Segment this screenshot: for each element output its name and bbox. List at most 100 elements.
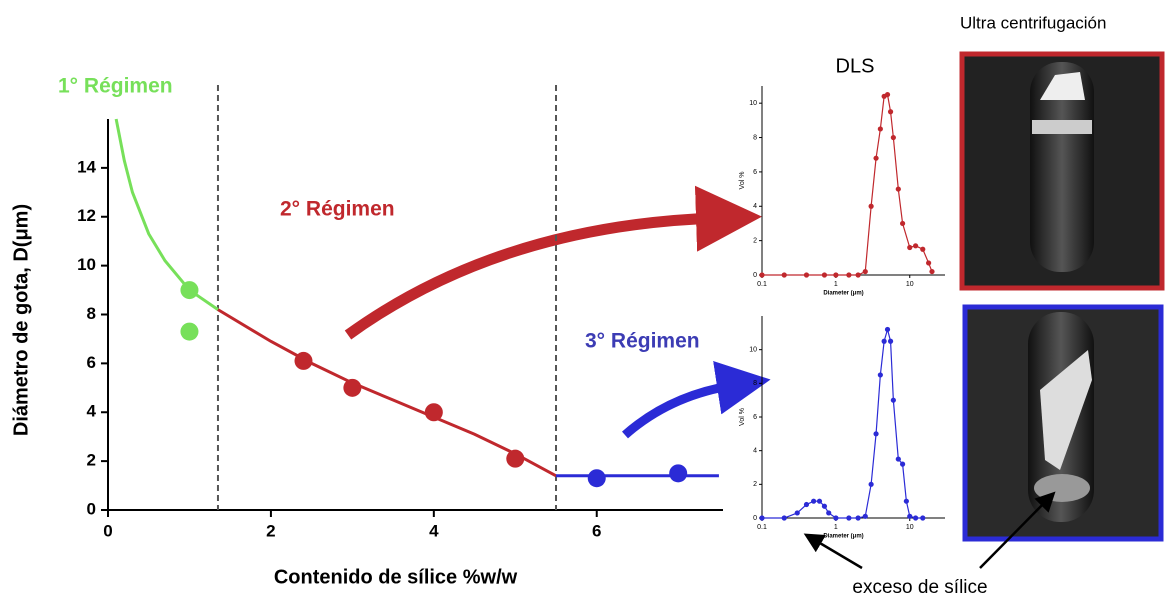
point [878,126,883,131]
point [180,281,198,299]
point [913,243,918,248]
point [846,272,851,277]
y-tick-label: 8 [753,380,757,387]
point [588,469,606,487]
y-axis-label: Vol % [739,408,746,426]
x-tick-label: 10 [906,281,914,288]
point [869,482,874,487]
regime-label: 3° Régimen [585,330,700,353]
fit-curve [116,119,218,310]
point [822,272,827,277]
point [926,260,931,265]
point [506,450,524,468]
y-axis-label: Vol % [739,172,746,190]
arrow-red [348,218,718,335]
y-tick-label: 2 [753,481,757,488]
y-tick-label: 10 [77,255,96,274]
regime-label: 2° Régimen [280,198,395,221]
x-tick-label: 1 [834,524,838,531]
x-tick-label: 0 [103,521,112,540]
point [856,272,861,277]
point [782,272,787,277]
x-tick-label: 10 [906,524,914,531]
point [759,515,764,520]
distribution-line [762,95,932,275]
point [425,403,443,421]
y-axis-label: Diámetro de gota, D(μm) [10,204,32,436]
x-axis-label: Contenido de sílice %w/w [274,566,518,588]
point [817,499,822,504]
y-tick-label: 4 [753,203,757,210]
point [888,109,893,114]
y-tick-label: 6 [753,414,757,421]
distribution-line [762,329,923,518]
point [846,515,851,520]
y-tick-label: 0 [753,272,757,279]
y-tick-label: 10 [749,100,757,107]
point [900,221,905,226]
x-tick-label: 0.1 [757,281,767,288]
point [896,456,901,461]
point [856,515,861,520]
point [920,247,925,252]
point [873,156,878,161]
point [343,379,361,397]
fit-curve [218,310,556,476]
x-tick-label: 2 [266,521,275,540]
point [885,92,890,97]
point [885,327,890,332]
arrow-blue [625,385,735,435]
point [782,515,787,520]
y-tick-label: 6 [87,353,96,372]
regime-label: 1° Régimen [58,75,173,98]
y-tick-label: 2 [87,451,96,470]
point [907,245,912,250]
point [822,504,827,509]
point [826,510,831,515]
point [294,352,312,370]
photo-title: Ultra centrifugación [960,13,1106,32]
y-tick-label: 2 [753,237,757,244]
point [863,269,868,274]
y-tick-label: 6 [753,169,757,176]
y-tick-label: 8 [753,134,757,141]
point [882,339,887,344]
point [929,269,934,274]
point [920,515,925,520]
figure: Ultra centrifugación DLS exceso de sílic… [0,0,1167,605]
pointer [808,536,862,568]
x-tick-label: 1 [834,281,838,288]
point [795,510,800,515]
point [888,339,893,344]
point [904,499,909,504]
y-tick-label: 14 [77,157,96,176]
y-tick-label: 4 [87,402,97,421]
x-tick-label: 4 [429,521,439,540]
y-tick-label: 8 [87,304,96,323]
point [833,515,838,520]
point [891,398,896,403]
annotation: exceso de sílice [852,577,987,598]
point [878,372,883,377]
point [913,515,918,520]
point [869,204,874,209]
point [811,499,816,504]
point [873,431,878,436]
y-tick-label: 0 [87,499,96,518]
x-axis-label: Diameter (μm) [823,534,863,540]
photo-top [962,54,1162,288]
point [759,272,764,277]
point [900,462,905,467]
y-tick-label: 4 [753,448,757,455]
point [896,186,901,191]
y-tick-label: 0 [753,515,757,522]
x-tick-label: 0.1 [757,524,767,531]
point [669,464,687,482]
photo-bottom [965,307,1161,539]
y-tick-label: 10 [749,347,757,354]
y-tick-label: 12 [77,206,96,225]
dls-title: DLS [836,55,875,77]
point [907,514,912,519]
point [863,514,868,519]
point [804,502,809,507]
